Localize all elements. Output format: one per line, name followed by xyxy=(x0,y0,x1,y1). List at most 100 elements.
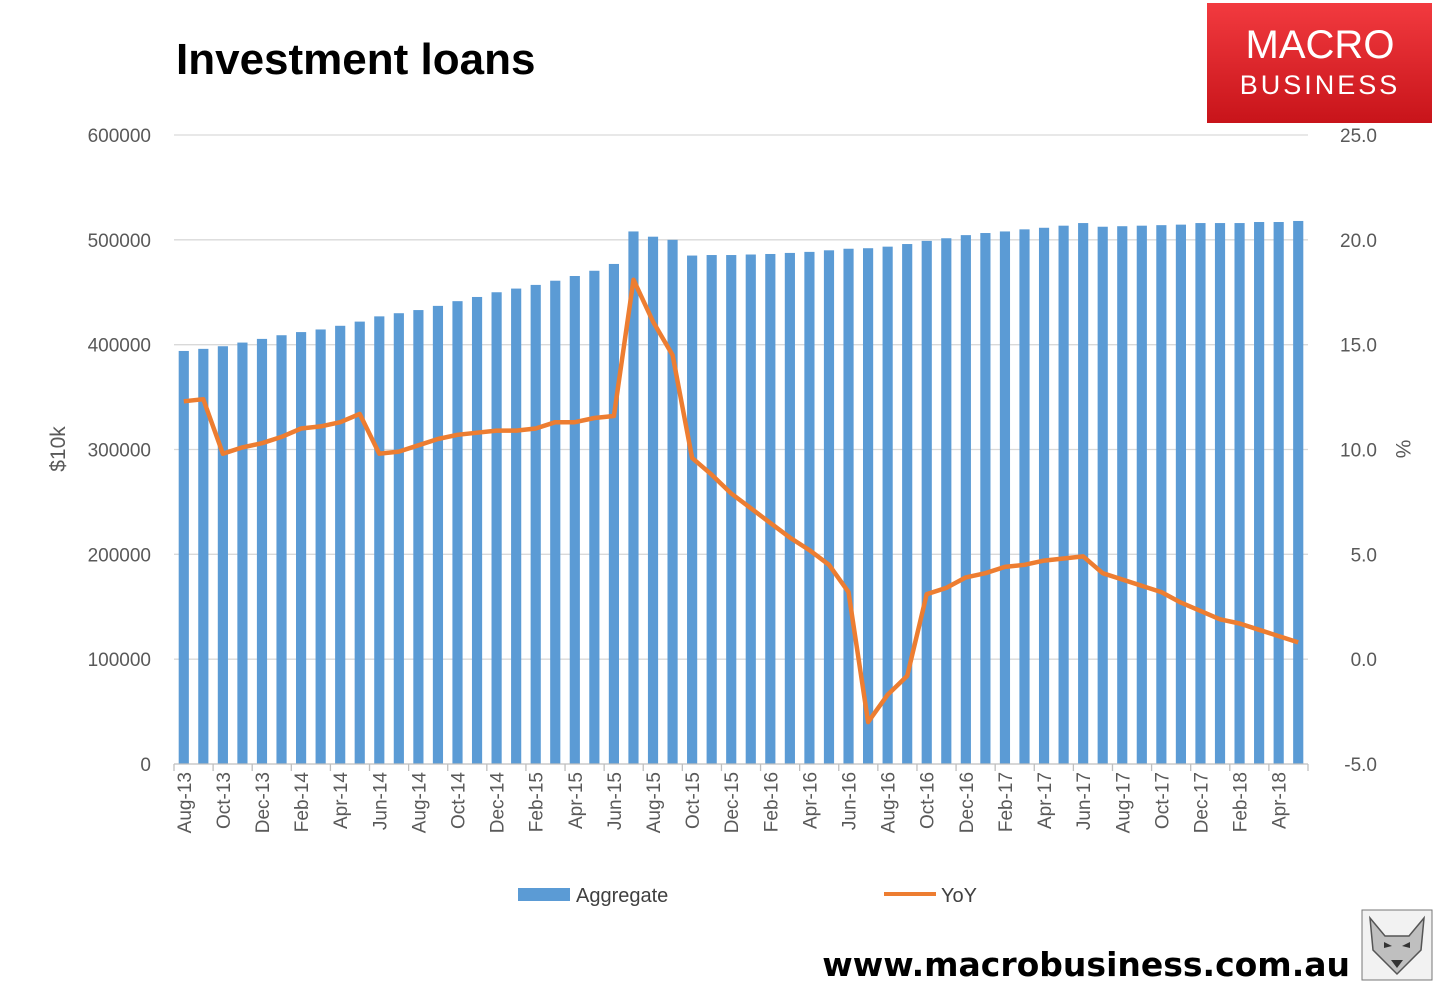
x-tick-label: Apr-16 xyxy=(800,772,821,829)
right-axis-ticks: 25.0 20.0 15.0 10.0 5.0 0.0 -5.0 xyxy=(1340,126,1377,776)
bar-aggregate xyxy=(393,313,404,764)
y-left-tick-label: 0 xyxy=(140,755,151,776)
bar-aggregate xyxy=(1234,223,1245,764)
bar-aggregate xyxy=(491,292,502,764)
bar-aggregate xyxy=(237,342,248,764)
y-left-tick-label: 100000 xyxy=(88,650,151,671)
x-tick-label: Feb-18 xyxy=(1231,772,1252,832)
bar-aggregate xyxy=(354,321,365,764)
bar-aggregate xyxy=(256,338,268,764)
macrobusiness-logo: MACRO BUSINESS xyxy=(1207,3,1432,123)
bar-aggregate xyxy=(784,252,795,764)
x-tick-label: Jun-16 xyxy=(840,772,861,830)
bar-aggregate xyxy=(276,335,287,764)
x-tick-label: Jun-15 xyxy=(605,772,626,830)
line-yoy xyxy=(183,277,1299,725)
y-left-tick-label: 600000 xyxy=(88,126,151,147)
yoy-line-group xyxy=(183,277,1299,725)
bar-aggregate xyxy=(530,284,541,764)
bar-aggregate xyxy=(1019,229,1030,765)
x-tick-label: Aug-16 xyxy=(879,772,900,833)
bar-aggregate xyxy=(1293,220,1304,765)
bar-aggregate xyxy=(413,310,424,764)
footer-url: www.macrobusiness.com.au xyxy=(822,945,1350,982)
x-tick-label: Apr-17 xyxy=(1035,772,1056,829)
y-axis-left-title: $10k xyxy=(47,426,70,472)
x-tick-label: Oct-15 xyxy=(683,772,704,829)
x-tick-label: Apr-14 xyxy=(331,772,352,829)
x-tick-label: Oct-16 xyxy=(918,772,939,829)
bar-aggregate xyxy=(217,346,228,764)
bar-aggregate xyxy=(1078,223,1089,764)
left-axis-ticks: 600000 500000 400000 300000 200000 100000 0 xyxy=(88,126,151,776)
bar-aggregate xyxy=(569,276,580,764)
bar-aggregate xyxy=(1214,223,1226,764)
bar-aggregate xyxy=(999,231,1011,765)
x-tick-label: Feb-17 xyxy=(996,772,1017,832)
bar-aggregate xyxy=(1273,222,1284,765)
y-right-tick-label: 0.0 xyxy=(1351,650,1377,671)
y-right-tick-label: -5.0 xyxy=(1344,755,1377,776)
x-tick-label: Dec-15 xyxy=(722,772,743,833)
x-tick-label: Dec-13 xyxy=(253,772,274,833)
logo-line1: MACRO xyxy=(1246,23,1395,67)
x-tick-label: Dec-17 xyxy=(1192,772,1213,833)
bar-aggregate xyxy=(765,253,776,764)
bar-aggregate xyxy=(1156,225,1167,764)
x-tick-label: Jun-14 xyxy=(370,772,391,831)
bar-aggregate xyxy=(550,280,561,764)
logo-line2: BUSINESS xyxy=(1240,70,1401,100)
bar-aggregate xyxy=(667,239,678,765)
bar-aggregate xyxy=(1254,222,1265,765)
bar-aggregate xyxy=(511,288,522,764)
bar-aggregate xyxy=(941,238,952,764)
x-tick-label: Dec-14 xyxy=(488,772,509,834)
bar-aggregate xyxy=(198,348,209,764)
bar-aggregate xyxy=(1058,225,1069,764)
y-left-tick-label: 200000 xyxy=(88,545,151,566)
legend: Aggregate YoY xyxy=(518,885,977,907)
x-tick-label: Oct-14 xyxy=(449,772,470,829)
y-left-tick-label: 400000 xyxy=(88,336,151,357)
bar-aggregate xyxy=(1097,226,1108,764)
y-right-tick-label: 5.0 xyxy=(1351,545,1377,566)
chart-title: Investment loans xyxy=(176,35,535,84)
y-axis-right-title: % xyxy=(1391,440,1414,459)
bar-aggregate xyxy=(452,301,463,764)
y-right-tick-label: 20.0 xyxy=(1340,231,1377,252)
bar-aggregate xyxy=(882,246,893,764)
bar-aggregate xyxy=(960,235,971,764)
x-tick-label: Feb-15 xyxy=(527,772,548,832)
x-tick-label: Apr-15 xyxy=(566,772,587,829)
bar-aggregate xyxy=(1117,226,1128,764)
y-right-tick-label: 10.0 xyxy=(1340,441,1377,462)
wolf-icon xyxy=(1361,909,1433,981)
x-tick-label: Aug-17 xyxy=(1113,772,1134,833)
bar-aggregate xyxy=(471,296,483,764)
x-tick-label: Feb-16 xyxy=(761,772,782,832)
x-tick-label: Apr-18 xyxy=(1270,772,1291,829)
bar-aggregate xyxy=(1175,224,1186,764)
bar-aggregate xyxy=(902,244,913,764)
bar-aggregate xyxy=(1195,223,1206,764)
x-tick-label: Aug-15 xyxy=(644,772,665,833)
bar-aggregate xyxy=(374,316,385,764)
x-tick-label: Jun-17 xyxy=(1074,772,1095,830)
aggregate-bars xyxy=(178,220,1304,765)
bar-aggregate xyxy=(921,240,932,765)
bar-aggregate xyxy=(296,332,307,764)
legend-label-yoy: YoY xyxy=(941,885,977,907)
x-tick-label: Oct-17 xyxy=(1152,772,1173,829)
logo-background xyxy=(1207,3,1432,123)
bar-aggregate xyxy=(843,248,854,765)
bar-aggregate xyxy=(804,251,815,764)
x-tick-label: Aug-13 xyxy=(175,772,196,833)
bar-aggregate xyxy=(647,236,659,764)
bar-aggregate xyxy=(315,329,326,764)
bar-aggregate xyxy=(432,305,444,764)
bar-aggregate xyxy=(178,350,189,764)
x-tick-label: Feb-14 xyxy=(292,772,313,833)
bar-aggregate xyxy=(1038,227,1050,765)
bar-aggregate xyxy=(823,250,835,765)
bar-aggregate xyxy=(1136,225,1147,764)
